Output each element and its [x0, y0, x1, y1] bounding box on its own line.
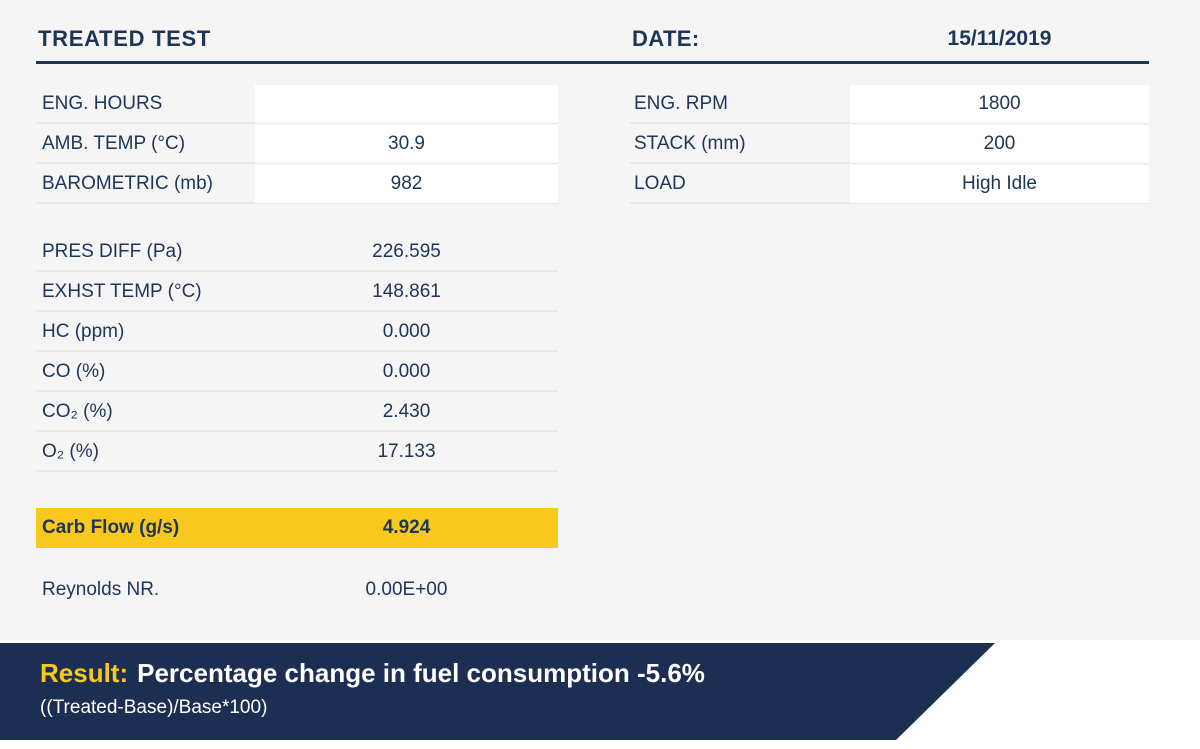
carb-flow-value: 4.924: [382, 517, 431, 538]
row-value-cell: 982: [255, 165, 558, 203]
table-row-load: LOAD High Idle: [630, 164, 1149, 204]
result-prefix: Result:: [40, 658, 129, 688]
date-value: 15/11/2019: [947, 27, 1052, 50]
row-value-cell: 226.595: [372, 241, 441, 262]
row-label: CO (%): [42, 361, 106, 382]
table-row-o2: O₂ (%) 17.133: [36, 432, 558, 472]
table-row-stack: STACK (mm) 200: [630, 124, 1149, 164]
engine-conditions-left-table: ENG. HOURS AMB. TEMP (°C) 30.9 BAROMETRI…: [36, 84, 558, 204]
row-value-cell: 17.133: [377, 441, 436, 462]
date-label: DATE:: [632, 26, 700, 51]
row-label: PRES DIFF (Pa): [42, 241, 183, 262]
table-row-hc: HC (ppm) 0.000: [36, 312, 558, 352]
row-label: LOAD: [634, 173, 686, 194]
table-row-barometric: BAROMETRIC (mb) 982: [36, 164, 558, 204]
row-label: O₂ (%): [42, 441, 99, 462]
table-row-co: CO (%) 0.000: [36, 352, 558, 392]
result-banner: Result: Percentage change in fuel consump…: [0, 643, 995, 740]
page-title: TREATED TEST: [38, 26, 211, 51]
row-value-cell: 0.000: [382, 321, 431, 342]
table-row-pres-diff: PRES DIFF (Pa) 226.595: [36, 232, 558, 272]
engine-conditions-right-table: ENG. RPM 1800 STACK (mm) 200 LOAD High I…: [630, 84, 1149, 204]
header-divider: [36, 61, 1149, 64]
reynolds-row: Reynolds NR. 0.00E+00: [36, 570, 558, 610]
row-label: BAROMETRIC (mb): [42, 173, 213, 194]
row-value-cell: 200: [850, 125, 1149, 163]
result-formula: ((Treated-Base)/Base*100): [40, 697, 268, 718]
table-row-eng-hours: ENG. HOURS: [36, 84, 558, 124]
row-value-cell: 30.9: [255, 125, 558, 163]
reynolds-value: 0.00E+00: [365, 579, 448, 600]
result-text: Percentage change in fuel consumption -5…: [137, 658, 705, 688]
row-value-cell: 0.000: [382, 361, 431, 382]
row-label: STACK (mm): [634, 133, 746, 154]
measurements-table: PRES DIFF (Pa) 226.595 EXHST TEMP (°C) 1…: [36, 232, 558, 472]
table-row-exhst-temp: EXHST TEMP (°C) 148.861: [36, 272, 558, 312]
row-value-cell: High Idle: [850, 165, 1149, 203]
row-label: AMB. TEMP (°C): [42, 133, 186, 154]
carb-flow-highlight-row: Carb Flow (g/s) 4.924: [36, 508, 558, 548]
reynolds-label: Reynolds NR.: [42, 579, 160, 600]
row-value-cell: 1800: [850, 85, 1149, 123]
row-value-cell: [255, 85, 558, 123]
table-row-co2: CO₂ (%) 2.430: [36, 392, 558, 432]
table-row-amb-temp: AMB. TEMP (°C) 30.9: [36, 124, 558, 164]
carb-flow-label: Carb Flow (g/s): [42, 517, 180, 538]
table-row-eng-rpm: ENG. RPM 1800: [630, 84, 1149, 124]
row-label: ENG. HOURS: [42, 93, 163, 114]
row-label: EXHST TEMP (°C): [42, 281, 202, 302]
row-label: ENG. RPM: [634, 93, 728, 114]
row-value-cell: 2.430: [382, 401, 431, 422]
row-label: CO₂ (%): [42, 401, 113, 422]
row-value-cell: 148.861: [372, 281, 441, 302]
row-label: HC (ppm): [42, 321, 125, 342]
result-headline: Result: Percentage change in fuel consump…: [40, 658, 705, 689]
